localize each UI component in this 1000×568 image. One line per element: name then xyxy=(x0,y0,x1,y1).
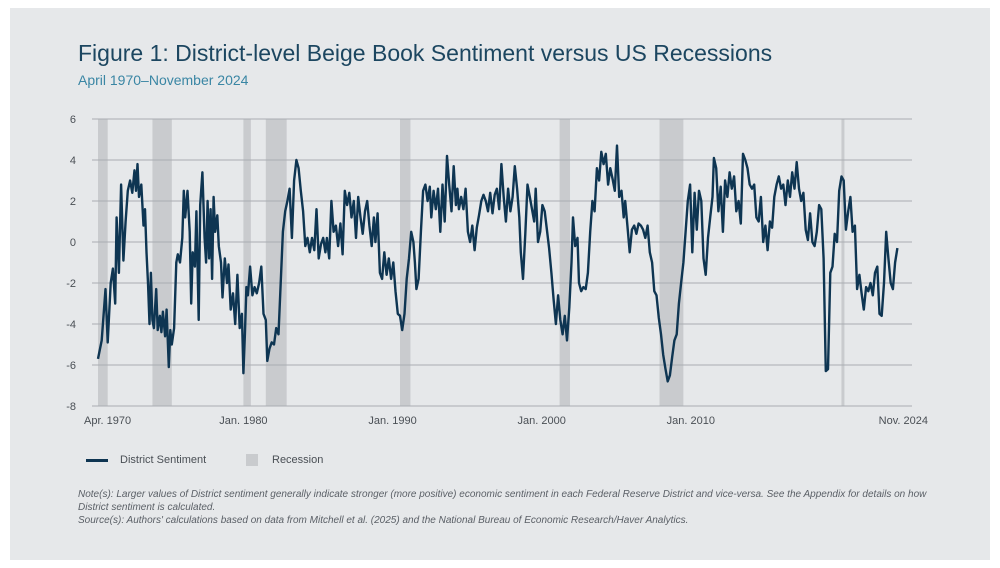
recession-band xyxy=(841,119,845,406)
x-tick-label: Nov. 2024 xyxy=(879,415,928,427)
chart-notes: Note(s): Larger values of District senti… xyxy=(78,488,928,527)
y-tick-label: 0 xyxy=(70,237,76,249)
legend-item-recession: Recession xyxy=(246,454,323,466)
source-text: Source(s): Authors' calculations based o… xyxy=(78,515,689,526)
y-tick-label: 6 xyxy=(70,114,76,126)
figure-panel xyxy=(10,8,990,560)
series-line-district-sentiment xyxy=(96,144,899,383)
legend-label-recession: Recession xyxy=(272,454,324,466)
x-tick-label: Jan. 1990 xyxy=(368,415,416,427)
legend-recession-swatch xyxy=(246,454,258,466)
note-text: Note(s): Larger values of District senti… xyxy=(78,489,927,513)
legend-label-sentiment: District Sentiment xyxy=(120,454,207,466)
recession-band xyxy=(400,119,411,406)
recession-band xyxy=(98,119,108,406)
recession-band xyxy=(265,119,287,406)
recession-band xyxy=(559,119,571,406)
x-tick-label: Jan. 1980 xyxy=(219,415,267,427)
x-tick-label: Apr. 1970 xyxy=(84,415,131,427)
legend-item-sentiment: District Sentiment xyxy=(86,454,206,466)
chart-subtitle: April 1970–November 2024 xyxy=(78,72,249,88)
x-tick-label: Jan. 2000 xyxy=(518,415,566,427)
legend-line-swatch xyxy=(86,458,108,462)
y-tick-label: -4 xyxy=(66,319,76,331)
x-tick-label: Jan. 2010 xyxy=(667,415,715,427)
y-tick-label: -8 xyxy=(66,401,76,413)
y-tick-label: -2 xyxy=(66,278,76,290)
recession-band xyxy=(243,119,251,406)
chart-title: Figure 1: District-level Beige Book Sent… xyxy=(78,40,773,66)
y-tick-label: -6 xyxy=(66,360,76,372)
y-tick-label: 4 xyxy=(70,155,76,167)
y-tick-label: 2 xyxy=(70,196,76,208)
